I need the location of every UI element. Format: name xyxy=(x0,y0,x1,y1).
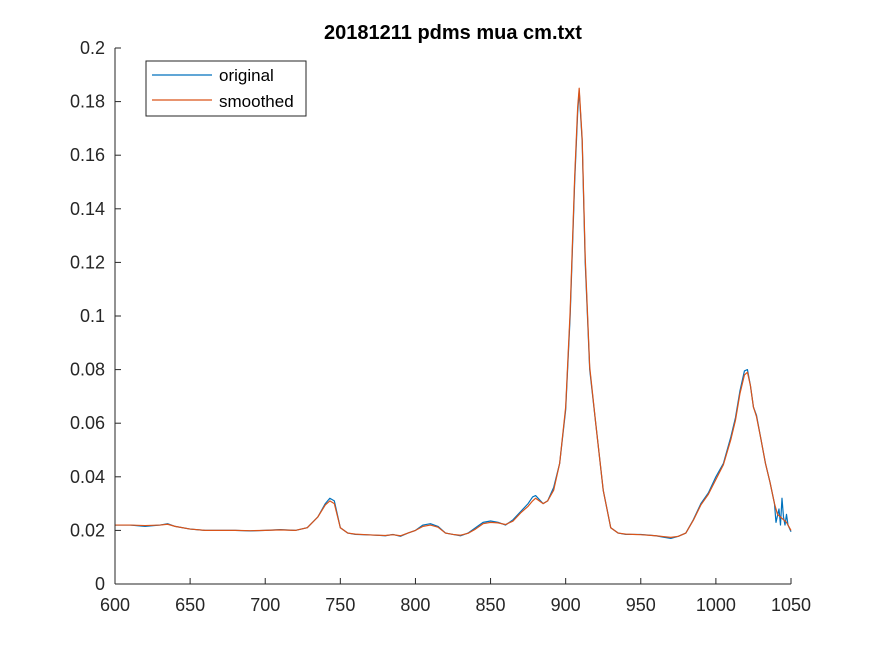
x-tick-label: 950 xyxy=(626,595,656,615)
y-tick-label: 0.14 xyxy=(70,199,105,219)
legend-box xyxy=(145,60,307,117)
x-ticks: 600 650 700 750 800 850 900 950 1000 1050 xyxy=(100,578,811,615)
x-tick-label: 600 xyxy=(100,595,130,615)
x-tick-label: 750 xyxy=(325,595,355,615)
y-tick-label: 0 xyxy=(95,574,105,594)
x-tick-label: 800 xyxy=(400,595,430,615)
y-tick-label: 0.16 xyxy=(70,145,105,165)
chart-title: 20181211 pdms mua cm.txt xyxy=(324,22,582,44)
x-tick-label: 650 xyxy=(175,595,205,615)
y-tick-label: 0.1 xyxy=(80,306,105,326)
y-tick-label: 0.02 xyxy=(70,520,105,540)
y-tick-label: 0.06 xyxy=(70,413,105,433)
legend-label-smoothed: smoothed xyxy=(219,92,294,111)
legend: original smoothed xyxy=(145,60,307,117)
y-tick-label: 0.12 xyxy=(70,252,105,272)
x-tick-label: 850 xyxy=(476,595,506,615)
series-line-smoothed xyxy=(115,87,792,538)
legend-label-original: original xyxy=(219,66,274,85)
y-tick-label: 0.08 xyxy=(70,360,105,380)
x-tick-label: 1050 xyxy=(771,595,811,615)
y-tick-label: 0.18 xyxy=(70,92,105,112)
x-tick-label: 900 xyxy=(551,595,581,615)
y-ticks: 0 0.02 0.04 0.06 0.08 0.1 0.12 0.14 0.16 0.18 0.2 xyxy=(70,38,121,594)
axes-background xyxy=(115,48,791,584)
y-tick-label: 0.2 xyxy=(80,38,105,58)
series-layer xyxy=(115,87,792,540)
x-tick-label: 700 xyxy=(250,595,280,615)
y-tick-label: 0.04 xyxy=(70,467,105,487)
plot-area: 600 650 700 750 800 850 900 950 1000 1050 0 0.02 0.… xyxy=(70,38,811,615)
x-tick-label: 1000 xyxy=(696,595,736,615)
